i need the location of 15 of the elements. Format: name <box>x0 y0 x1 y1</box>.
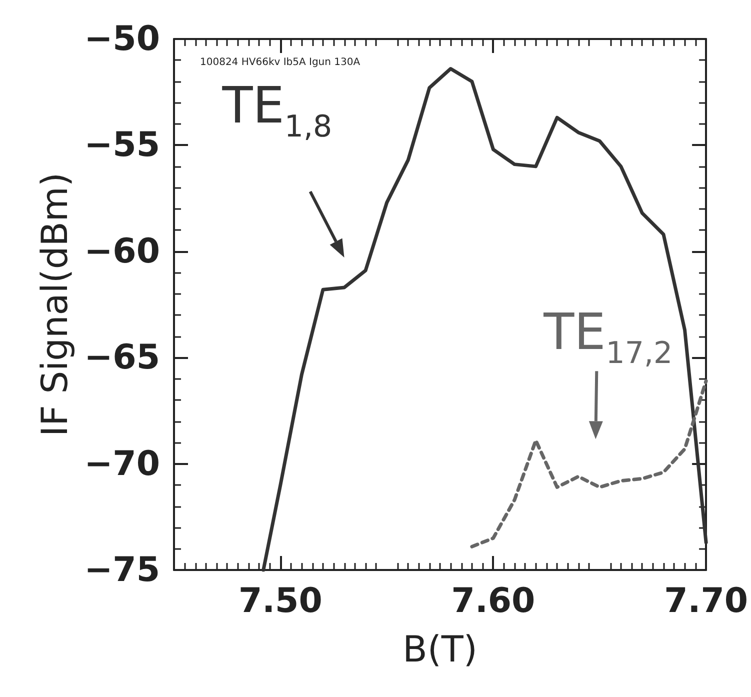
y-tick-label: −60 <box>84 231 160 272</box>
y-tick-label: −55 <box>84 125 160 166</box>
x-tick-label: 7.60 <box>451 581 536 621</box>
x-tick-label: 7.70 <box>664 581 748 621</box>
annotation: 100824 HV66kv Ib5A Igun 130A <box>200 57 360 68</box>
y-tick-label: −70 <box>84 444 160 484</box>
y-tick-label: −65 <box>84 338 160 378</box>
y-axis-title: IF Signal(dBm) <box>34 172 76 437</box>
annotation: TE$_{17,2}$ <box>542 303 673 371</box>
annotation: TE$_{1,8}$ <box>221 76 332 144</box>
x-axis-title: B(T) <box>402 630 478 670</box>
line-series <box>470 379 708 548</box>
y-tick-label: −50 <box>84 19 160 59</box>
y-tick-label: −75 <box>84 550 160 590</box>
x-tick-label: 7.50 <box>238 581 322 621</box>
